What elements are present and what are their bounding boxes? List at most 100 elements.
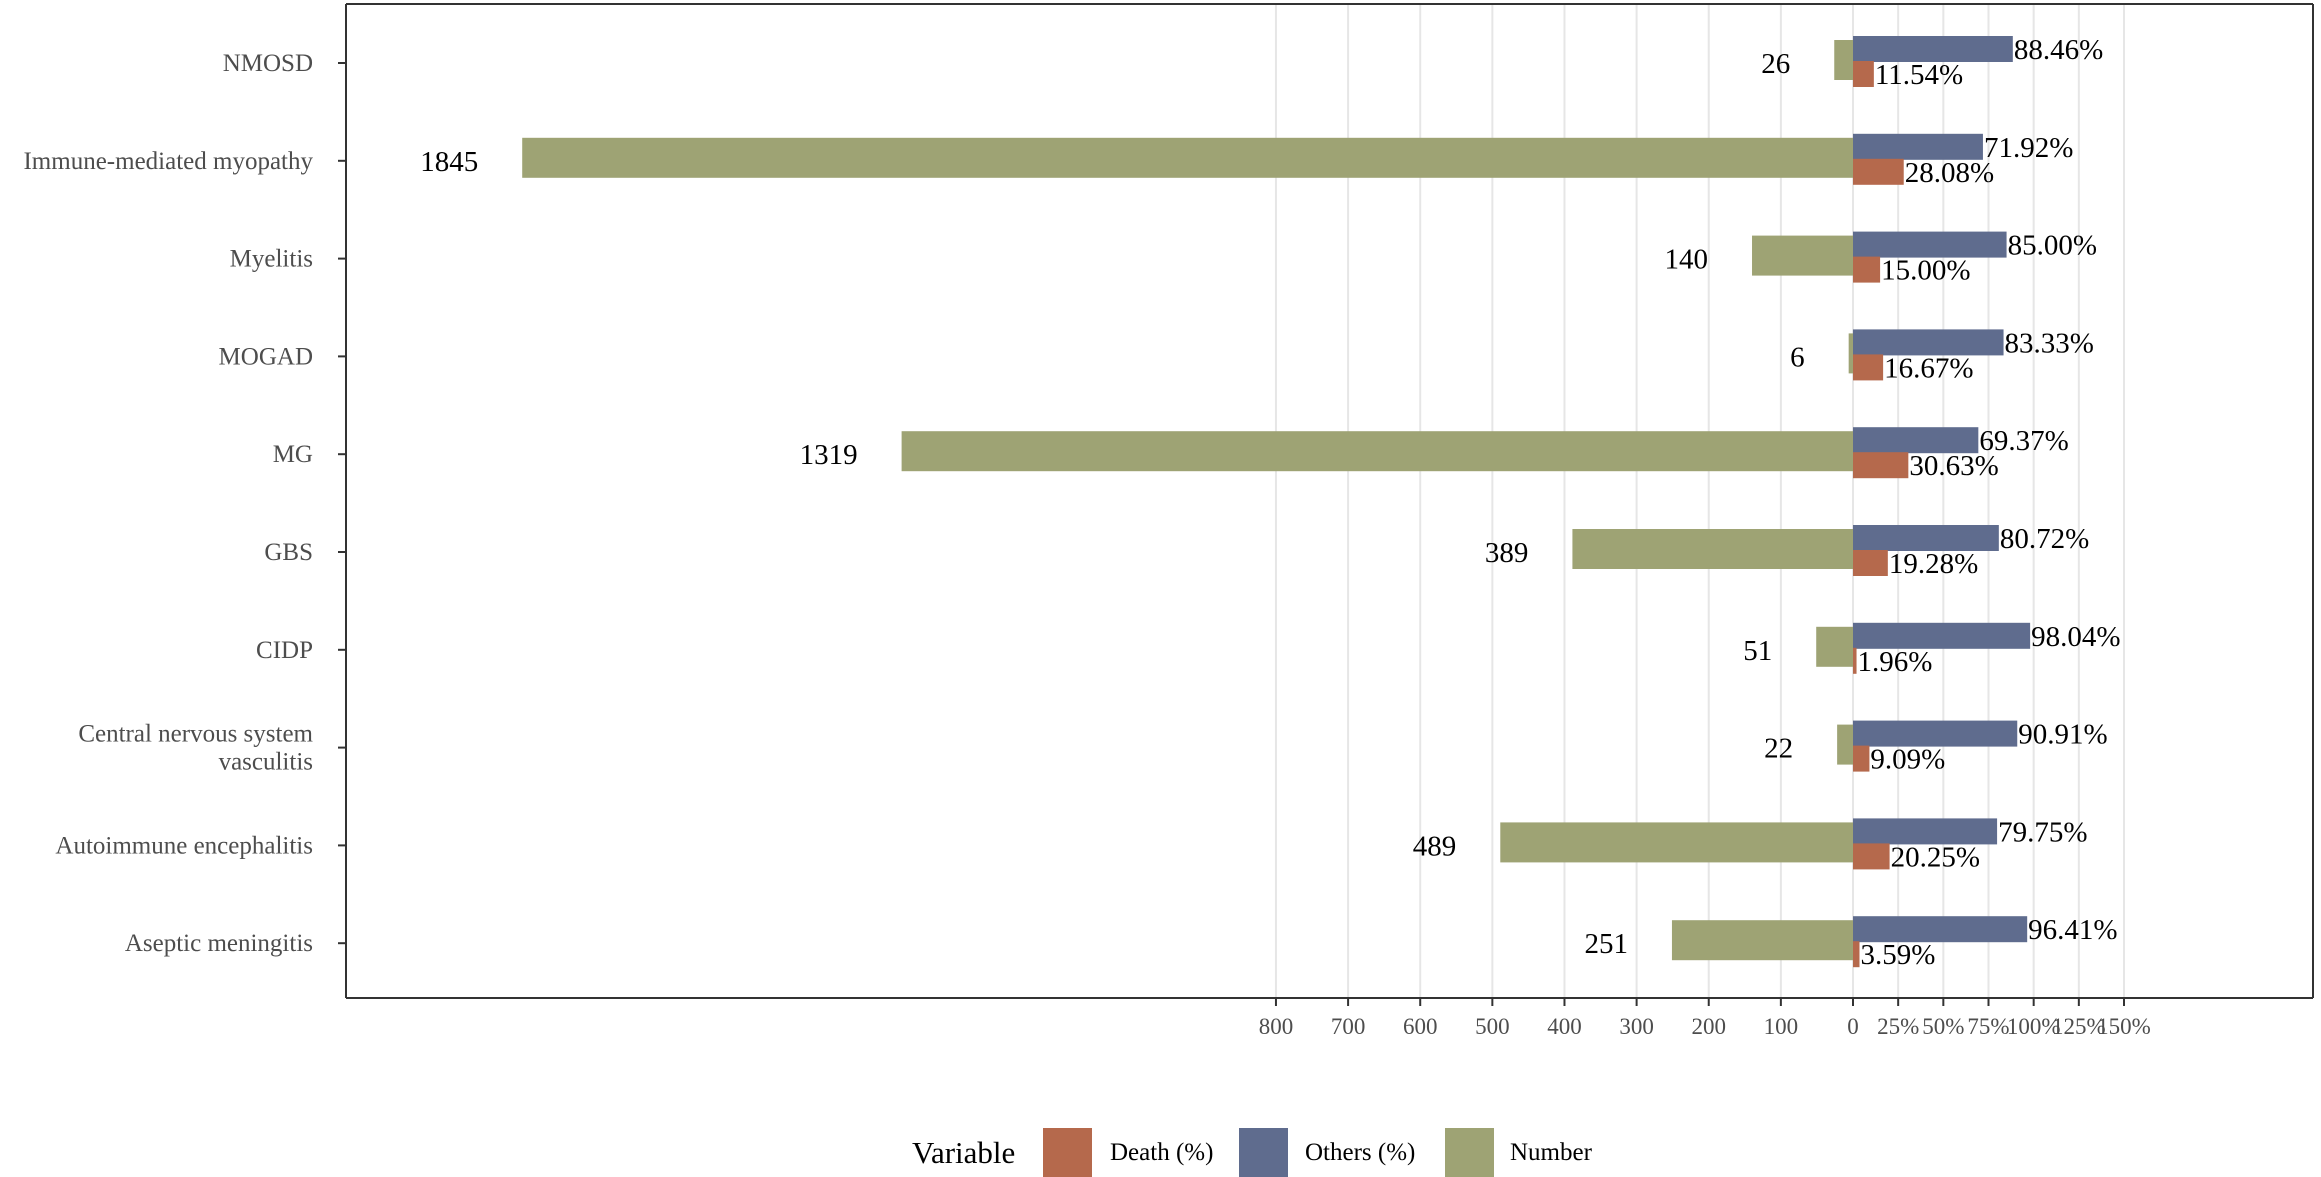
bar-number <box>1848 333 1853 374</box>
bar-others <box>1853 525 1999 551</box>
x-tick-label: 700 <box>1331 1014 1366 1039</box>
data-label-number: 389 <box>1485 537 1529 569</box>
data-label-number: 51 <box>1743 635 1772 667</box>
data-label-number: 26 <box>1761 48 1790 80</box>
axes <box>345 3 2314 999</box>
x-tick-label: 800 <box>1259 1014 1294 1039</box>
data-label-others: 83.33% <box>2005 327 2094 359</box>
data-label-others: 98.04% <box>2031 621 2120 653</box>
data-label-number: 251 <box>1584 928 1628 960</box>
x-tick-label: 50% <box>1922 1014 1964 1039</box>
bar-others <box>1853 231 2007 258</box>
data-label-others: 80.72% <box>2000 523 2089 555</box>
data-label-others: 96.41% <box>2028 914 2117 946</box>
legend-title: Variable <box>912 1135 1015 1170</box>
x-tick-label: 200 <box>1691 1014 1726 1039</box>
x-tick-label: 600 <box>1403 1014 1438 1039</box>
category-label: Central nervous system <box>78 721 313 748</box>
bar-death <box>1853 550 1888 576</box>
bar-others <box>1853 720 2018 747</box>
x-tick-labels: 800 700 600 500 400 300 200 100 0 25% 50% 75%100%12… <box>1259 998 2151 1039</box>
data-label-number: 6 <box>1790 341 1805 373</box>
data-label-others: 85.00% <box>2008 230 2097 262</box>
value-labels: 26 88.46% 11.54% 1845 71.92%28.08% 140 85.00% 1… <box>420 34 2120 971</box>
bar-others <box>1853 818 1998 845</box>
bar-number <box>901 431 1853 472</box>
data-label-death: 19.28% <box>1889 548 1978 580</box>
data-label-death: 16.67% <box>1884 352 1973 384</box>
bar-others <box>1853 427 1979 454</box>
bar-others <box>1853 36 2013 62</box>
bar-death <box>1853 158 1904 185</box>
category-label: GBS <box>264 539 313 566</box>
data-label-death: 15.00% <box>1881 255 1970 287</box>
bar-others <box>1853 916 2028 943</box>
data-label-others: 88.46% <box>2014 34 2103 66</box>
bar-death <box>1853 452 1909 479</box>
bar-number <box>1837 724 1853 765</box>
bar-others <box>1853 329 2004 356</box>
data-label-others: 71.92% <box>1984 132 2073 164</box>
data-label-others: 69.37% <box>1979 425 2068 457</box>
x-tick-label: 0 <box>1847 1014 1859 1039</box>
data-label-death: 11.54% <box>1875 59 1963 91</box>
category-labels: NMOSD Immune-mediated myopathy Myelitis MOG… <box>23 50 346 957</box>
category-label: Autoimmune encephalitis <box>55 832 313 859</box>
bar-death <box>1853 256 1881 283</box>
bar-number <box>1671 920 1853 961</box>
x-tick-label: 150% <box>2097 1014 2151 1039</box>
category-label: Immune-mediated myopathy <box>23 148 313 175</box>
data-label-number: 22 <box>1764 733 1793 765</box>
x-tick-label: 400 <box>1547 1014 1582 1039</box>
x-tick-label: 75% <box>1967 1014 2009 1039</box>
data-label-death: 9.09% <box>1870 744 1945 776</box>
bar-number <box>1834 40 1853 80</box>
bar-number <box>1816 626 1853 667</box>
legend-label-number: Number <box>1510 1139 1593 1166</box>
x-tick-label: 500 <box>1475 1014 1510 1039</box>
bar-death <box>1853 843 1890 870</box>
bar-death <box>1853 354 1884 381</box>
bar-death <box>1853 61 1874 87</box>
x-tick-label: 100% <box>2007 1014 2061 1039</box>
data-label-death: 20.25% <box>1891 841 1980 873</box>
x-tick-label: 125% <box>2052 1014 2106 1039</box>
data-label-number: 140 <box>1665 244 1709 276</box>
data-label-death: 28.08% <box>1905 157 1994 189</box>
category-label: vasculitis <box>219 749 313 776</box>
data-label-death: 1.96% <box>1858 646 1933 678</box>
bar-number <box>522 137 1854 178</box>
data-label-number: 1319 <box>800 439 858 471</box>
legend-label-death: Death (%) <box>1110 1139 1213 1166</box>
legend-swatch-death <box>1043 1128 1092 1177</box>
legend-label-others: Others (%) <box>1305 1139 1415 1166</box>
data-label-death: 3.59% <box>1860 939 1935 971</box>
bar-number <box>1572 529 1853 569</box>
category-label: MOGAD <box>219 343 313 370</box>
bar-others <box>1853 622 2031 649</box>
bars <box>522 36 2031 968</box>
data-label-others: 79.75% <box>1998 816 2087 848</box>
bar-death <box>1853 745 1870 772</box>
data-label-others: 90.91% <box>2018 719 2107 751</box>
legend: Variable Death (%) Others (%) Number <box>912 1128 1593 1177</box>
data-label-death: 30.63% <box>1909 450 1998 482</box>
bar-others <box>1853 133 1983 160</box>
category-label: NMOSD <box>223 50 313 77</box>
category-label: CIDP <box>256 637 313 664</box>
bar-number <box>1500 822 1853 863</box>
x-tick-label: 100 <box>1764 1014 1799 1039</box>
x-tick-label: 25% <box>1877 1014 1919 1039</box>
category-label: Myelitis <box>230 246 313 273</box>
bar-death <box>1853 647 1857 674</box>
category-label: MG <box>273 441 313 468</box>
legend-swatch-number <box>1445 1128 1494 1177</box>
bar-number <box>1752 235 1853 276</box>
legend-swatch-others <box>1239 1128 1288 1177</box>
bar-death <box>1853 941 1860 968</box>
category-label: Aseptic meningitis <box>125 930 313 957</box>
data-label-number: 489 <box>1413 830 1457 862</box>
data-label-number: 1845 <box>420 146 478 178</box>
x-tick-label: 300 <box>1619 1014 1654 1039</box>
